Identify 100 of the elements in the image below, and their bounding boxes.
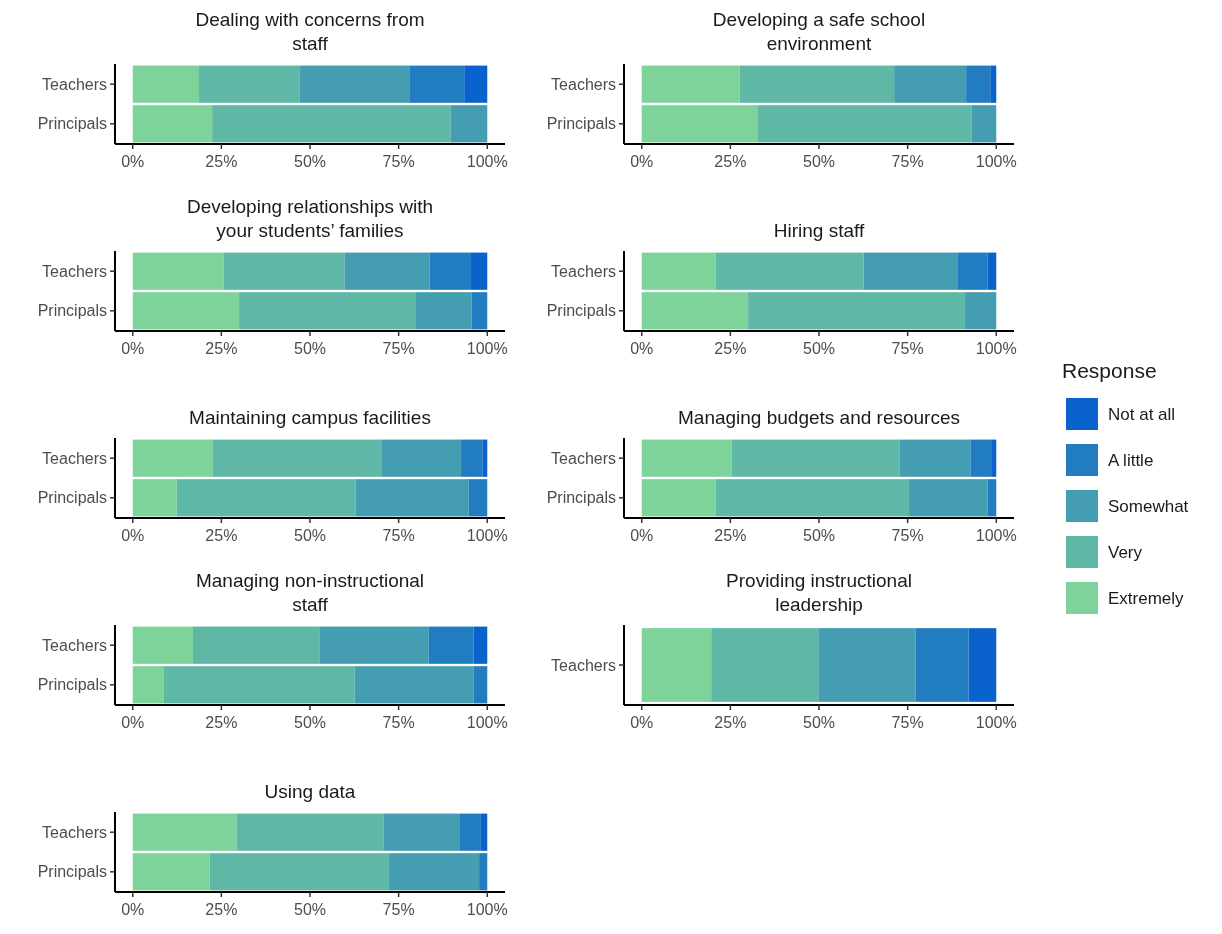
y-tick-label: Teachers — [551, 262, 616, 280]
bar — [319, 626, 429, 664]
bar — [965, 292, 997, 330]
bar — [429, 252, 471, 290]
bar — [212, 439, 382, 477]
bar — [987, 479, 997, 517]
legend-label: Very — [1108, 542, 1143, 562]
x-tick-label: 75% — [891, 714, 924, 731]
x-tick-label: 75% — [382, 153, 415, 170]
x-tick-label: 100% — [466, 527, 508, 544]
bar — [641, 628, 712, 702]
bar — [715, 252, 864, 290]
y-tick-label: Teachers — [551, 75, 616, 93]
bar — [757, 105, 972, 143]
y-tick-label: Principals — [37, 115, 107, 133]
x-tick-label: 50% — [293, 714, 327, 731]
x-tick-label: 75% — [382, 527, 415, 544]
chart-title: Dealing with concerns from staff — [195, 9, 425, 54]
bar — [176, 479, 356, 517]
x-tick-label: 25% — [205, 340, 238, 357]
bar — [163, 666, 355, 704]
x-tick-label: 0% — [630, 340, 654, 357]
bar — [748, 292, 966, 330]
y-tick-label: Principals — [37, 302, 107, 320]
bar — [132, 105, 213, 143]
bar — [957, 252, 988, 290]
bar — [132, 65, 200, 103]
y-tick-label: Teachers — [551, 449, 616, 467]
x-tick-label: 0% — [121, 714, 145, 731]
bar — [299, 65, 410, 103]
x-tick-label: 0% — [121, 340, 145, 357]
bar — [915, 628, 969, 702]
bar — [461, 439, 483, 477]
x-tick-label: 50% — [293, 153, 327, 170]
bar — [428, 626, 474, 664]
x-tick-label: 0% — [121, 153, 145, 170]
bar — [344, 252, 430, 290]
x-tick-label: 50% — [802, 527, 836, 544]
x-tick-label: 75% — [891, 153, 924, 170]
x-tick-label: 25% — [205, 901, 238, 918]
bar — [132, 626, 193, 664]
bar — [209, 853, 390, 891]
bar — [409, 65, 465, 103]
x-tick-label: 50% — [293, 527, 327, 544]
x-tick-label: 100% — [975, 527, 1017, 544]
bar — [473, 626, 488, 664]
y-tick-label: Teachers — [42, 75, 107, 93]
bar — [909, 479, 988, 517]
bar — [968, 628, 997, 702]
x-tick-label: 25% — [714, 340, 747, 357]
bar — [715, 479, 910, 517]
bar — [132, 479, 177, 517]
bar — [470, 252, 488, 290]
legend-label: Extremely — [1108, 588, 1185, 608]
bar — [641, 65, 740, 103]
bar — [354, 666, 474, 704]
bar — [132, 666, 164, 704]
bar — [480, 813, 488, 851]
bar — [863, 252, 958, 290]
x-tick-label: 0% — [630, 153, 654, 170]
bar — [459, 813, 481, 851]
y-tick-label: Teachers — [42, 636, 107, 654]
bar — [894, 65, 967, 103]
legend-label: A little — [1108, 450, 1154, 470]
x-tick-label: 75% — [382, 340, 415, 357]
bar — [473, 666, 488, 704]
bar — [132, 292, 240, 330]
bar — [223, 252, 345, 290]
x-tick-label: 50% — [293, 901, 327, 918]
chart-title: Maintaining campus facilities — [189, 407, 431, 428]
bar — [482, 439, 488, 477]
x-tick-label: 25% — [205, 527, 238, 544]
bar — [132, 813, 237, 851]
bar — [193, 626, 320, 664]
chart-title: Developing relationships with your students’ families — [186, 196, 434, 241]
bar — [971, 105, 997, 143]
chart-title: Developing a safe school environment — [712, 9, 926, 54]
bar — [739, 65, 895, 103]
y-tick-label: Teachers — [42, 823, 107, 841]
chart-title: Managing non-instructional staff — [195, 570, 425, 615]
y-tick-label: Principals — [37, 489, 107, 507]
x-tick-label: 50% — [802, 153, 836, 170]
y-tick-label: Teachers — [42, 262, 107, 280]
x-tick-label: 0% — [630, 527, 654, 544]
y-tick-label: Teachers — [42, 449, 107, 467]
bar — [992, 439, 997, 477]
x-tick-label: 0% — [121, 527, 145, 544]
chart-title: Hiring staff — [773, 220, 865, 241]
legend-label: Not at all — [1108, 404, 1176, 424]
x-tick-label: 50% — [293, 340, 327, 357]
bar — [711, 628, 819, 702]
x-tick-label: 75% — [382, 714, 415, 731]
bar — [383, 813, 460, 851]
y-tick-label: Principals — [546, 115, 616, 133]
bar — [212, 105, 451, 143]
bar — [641, 439, 732, 477]
x-tick-label: 25% — [714, 714, 747, 731]
x-tick-label: 100% — [466, 901, 508, 918]
bar — [355, 479, 469, 517]
x-tick-label: 50% — [802, 714, 836, 731]
